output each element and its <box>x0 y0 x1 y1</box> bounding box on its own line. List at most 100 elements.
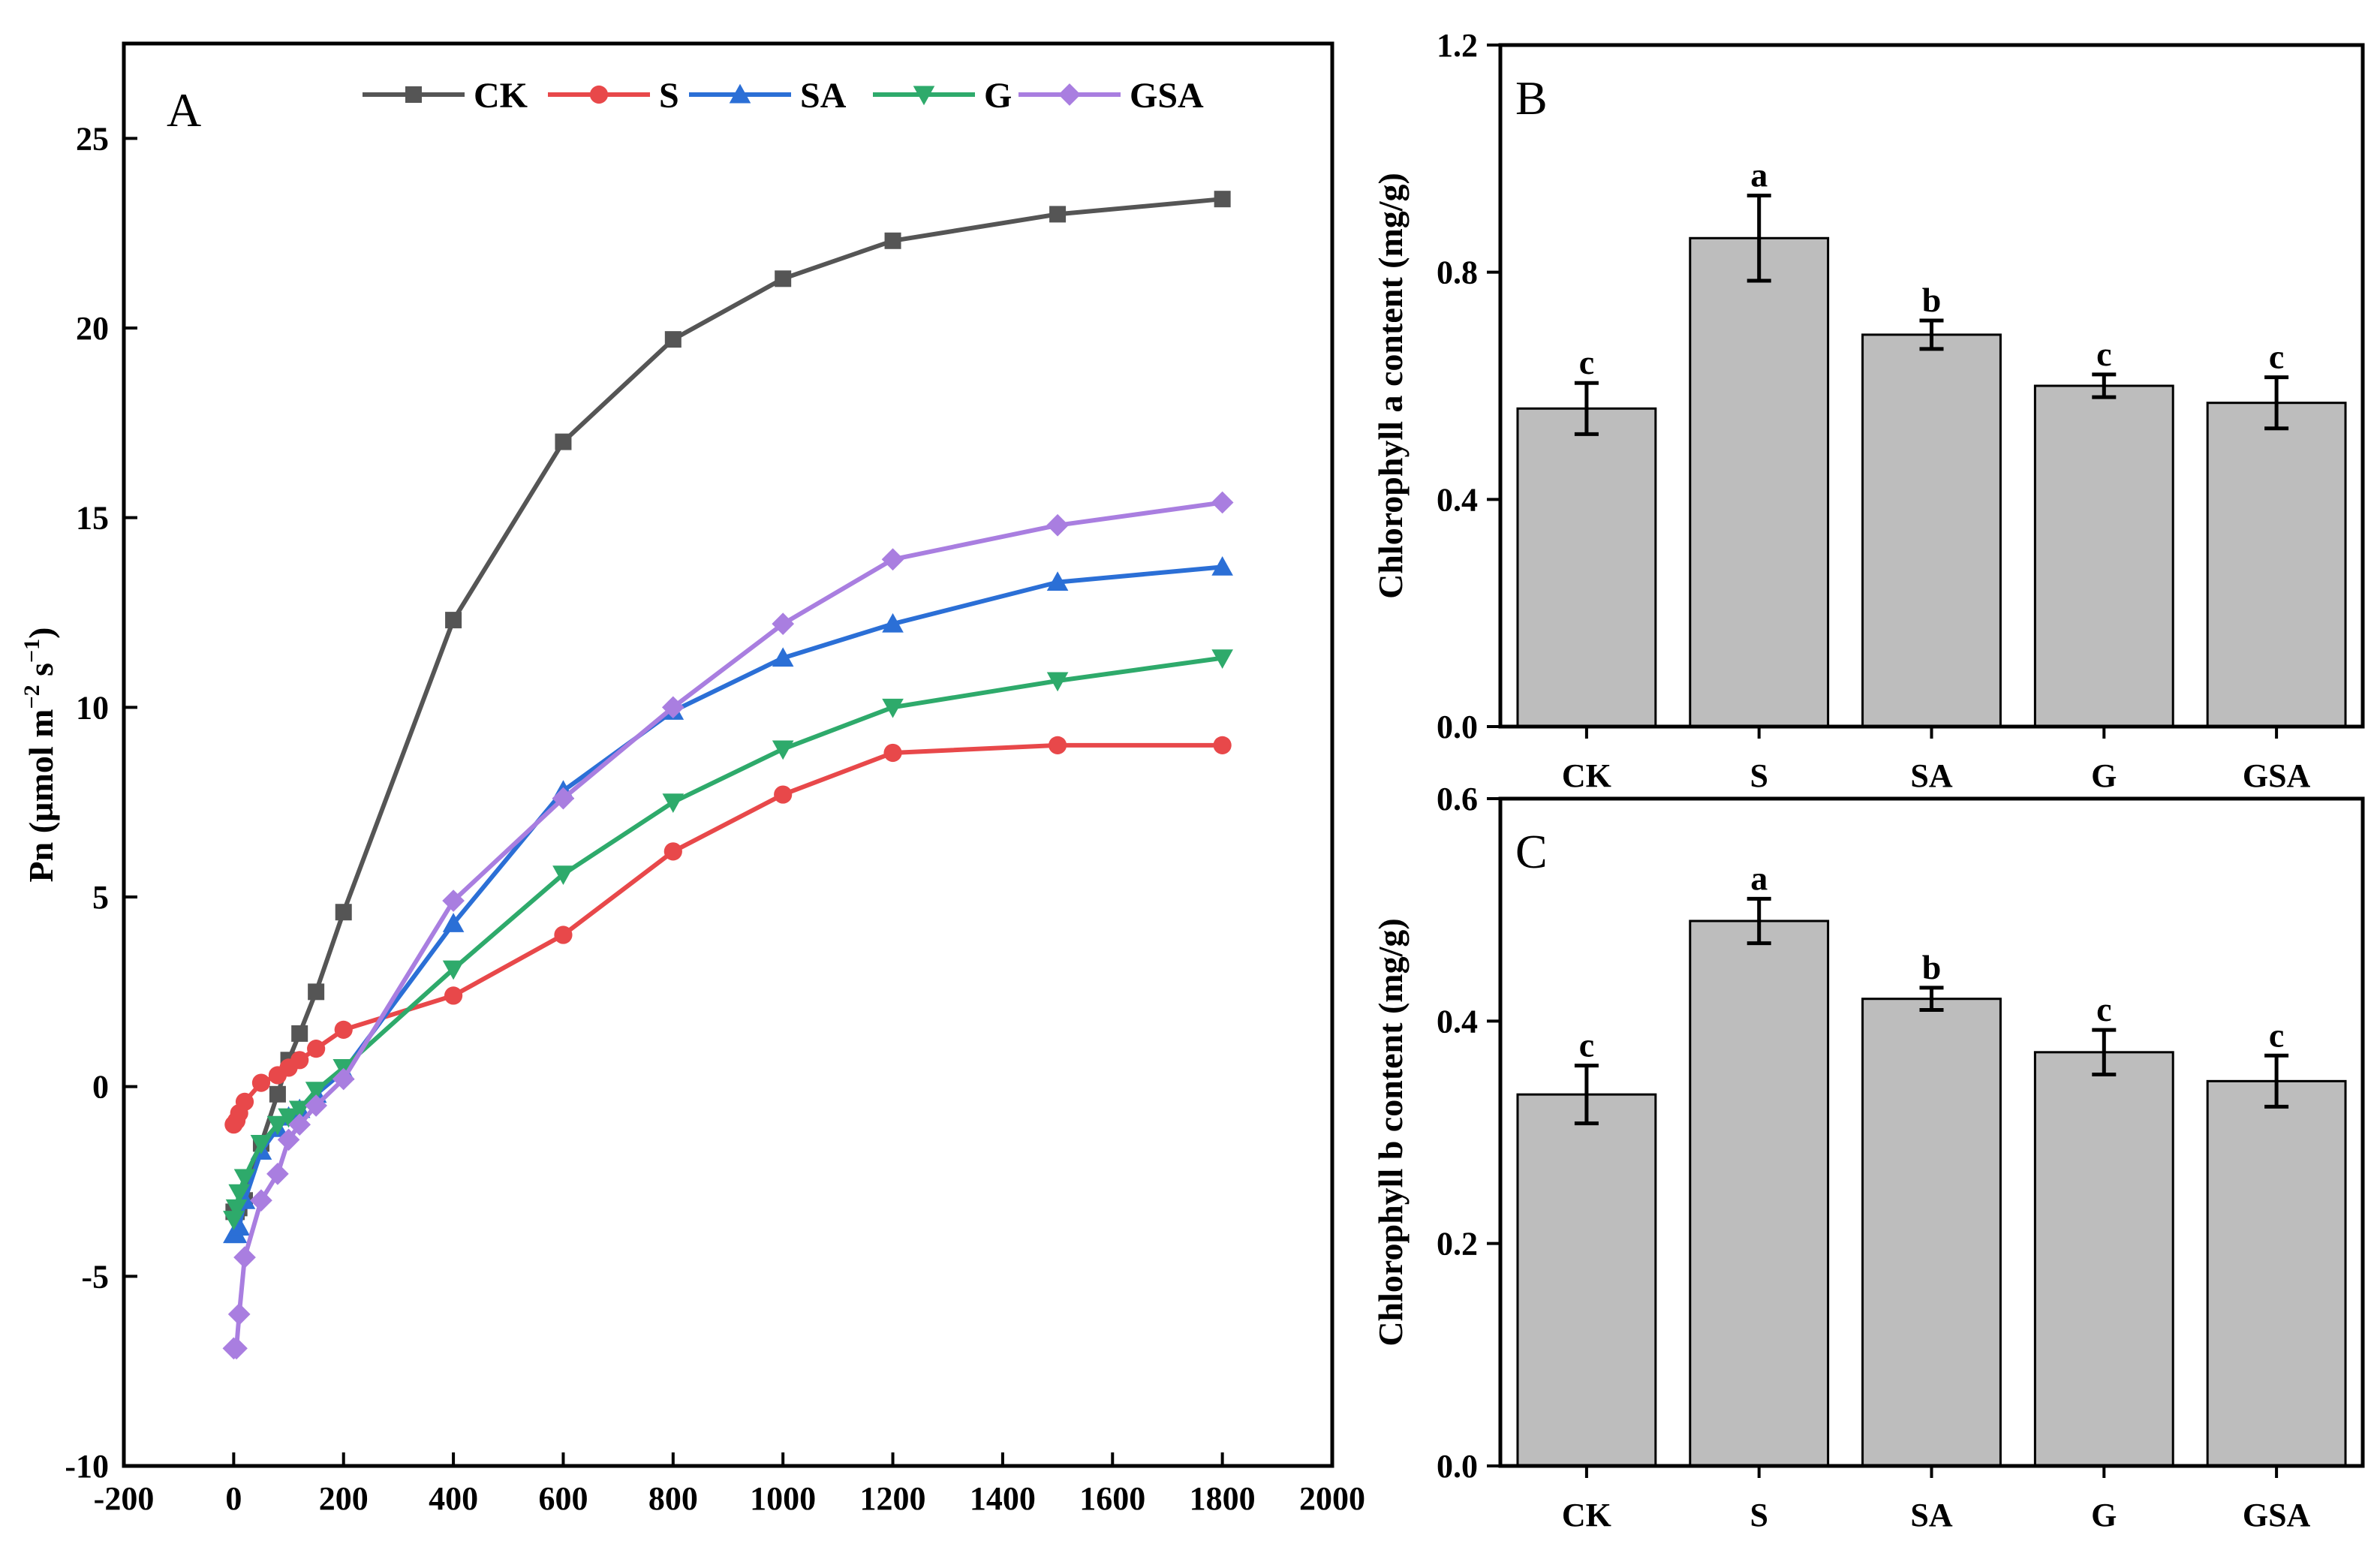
x-tick-label: S <box>1750 757 1768 794</box>
y-tick-label: -10 <box>65 1448 109 1485</box>
data-point-g <box>442 960 465 980</box>
y-tick-label: 0.4 <box>1437 1003 1478 1040</box>
data-point-gsa <box>225 1337 248 1360</box>
legend-marker-s <box>589 85 609 104</box>
x-tick-label: SA <box>1910 1497 1952 1533</box>
significance-label: c <box>2096 990 2111 1028</box>
data-point-g <box>223 1211 245 1230</box>
legend-label-gsa: GSA <box>1130 76 1204 116</box>
bar-s <box>1689 236 1830 728</box>
data-point-g <box>288 1100 311 1121</box>
x-tick-label: GSA <box>2243 1497 2311 1533</box>
legend-label-ck: CK <box>474 76 528 116</box>
data-point-g <box>552 865 574 885</box>
panel-b-y-axis-title: Chlorophyll a content (mg/g) <box>1371 173 1410 599</box>
x-tick-label: S <box>1750 1497 1768 1533</box>
legend-marker-ck <box>405 86 422 103</box>
x-tick-label: 1800 <box>1190 1480 1256 1517</box>
panel-b-ticks: 0.0 0.4 0.8 1.2 CK S SA G GSA <box>1437 27 2311 794</box>
x-tick-label: 2000 <box>1299 1480 1365 1517</box>
data-point-ck <box>335 904 352 921</box>
y-tick-label: 5 <box>92 879 109 916</box>
data-point-g <box>662 793 685 813</box>
y-tick-label: 0 <box>92 1069 109 1106</box>
data-point-gsa <box>881 548 904 571</box>
significance-label: b <box>1922 948 1942 986</box>
data-point-s <box>554 925 573 944</box>
data-point-ck <box>269 1085 286 1103</box>
data-point-g <box>233 1169 256 1189</box>
data-point-s <box>1048 736 1067 754</box>
panel-a-ticks: -200 0 200 400 600 800 1000 1200 1400 1600 1800 200… <box>65 120 1365 1517</box>
data-point-sa <box>772 647 794 667</box>
data-point-g <box>305 1082 327 1102</box>
data-point-gsa <box>305 1094 327 1117</box>
data-point-g <box>882 698 904 718</box>
y-tick-label: 0.0 <box>1437 1448 1478 1485</box>
data-point-s <box>444 986 463 1005</box>
data-point-gsa <box>227 1303 251 1326</box>
data-point-gsa <box>288 1113 311 1136</box>
data-point-sa <box>442 913 465 932</box>
x-tick-label: 800 <box>648 1480 698 1517</box>
data-point-s <box>883 743 902 763</box>
y-tick-label: 0.4 <box>1437 481 1478 518</box>
panel-a-frame <box>122 41 1334 1468</box>
data-point-ck <box>664 331 682 348</box>
x-tick-label: 400 <box>429 1480 478 1517</box>
x-tick-label: G <box>2091 1497 2117 1533</box>
data-point-gsa <box>250 1189 272 1212</box>
data-point-gsa <box>442 889 465 912</box>
data-point-gsa <box>661 696 685 719</box>
y-tick-label: 10 <box>76 689 109 726</box>
data-point-gsa <box>266 1163 289 1185</box>
significance-label: c <box>1579 1026 1594 1064</box>
y-tick-label: -5 <box>81 1258 109 1295</box>
y-tick-label: 15 <box>76 500 109 537</box>
panel-a-y-axis-title: Pn (µmol m−2 s−1) <box>20 628 60 883</box>
x-tick-label: 1200 <box>860 1480 926 1517</box>
bar-g <box>2033 384 2174 728</box>
data-point-ck <box>1049 206 1067 223</box>
data-point-gsa <box>772 612 795 636</box>
data-point-s <box>774 785 793 804</box>
panel-b-label: B <box>1515 71 1548 125</box>
panel-a-legend: CK S SA G GSA <box>363 76 1204 116</box>
significance-label: a <box>1750 156 1768 194</box>
significance-label: b <box>1922 281 1942 319</box>
panel-c-ticks: 0.0 0.2 0.4 0.6 CK S SA G GSA <box>1437 781 2311 1533</box>
significance-label: c <box>2269 338 2284 376</box>
data-point-g <box>266 1115 289 1136</box>
x-tick-label: 600 <box>538 1480 588 1517</box>
bar-s <box>1689 919 1830 1467</box>
x-tick-label: 1600 <box>1079 1480 1145 1517</box>
data-point-gsa <box>277 1128 300 1151</box>
y-tick-label: 20 <box>76 310 109 347</box>
data-point-g <box>1211 649 1233 669</box>
significance-label: c <box>2096 335 2111 373</box>
data-point-g <box>228 1184 250 1204</box>
bar-ck <box>1516 407 1657 728</box>
panel-c-label: C <box>1515 825 1548 878</box>
panel-a-label: A <box>167 83 201 137</box>
bar-gsa <box>2206 1079 2347 1467</box>
data-point-g <box>1046 672 1069 692</box>
x-tick-label: G <box>2091 757 2117 794</box>
data-point-sa <box>1046 571 1069 591</box>
data-point-ck <box>884 232 901 249</box>
x-tick-label: 1400 <box>970 1480 1036 1517</box>
x-tick-label: CK <box>1562 1497 1611 1533</box>
x-tick-label: SA <box>1910 757 1952 794</box>
legend-marker-gsa <box>1058 83 1081 106</box>
significance-label: a <box>1750 859 1768 897</box>
data-point-s <box>663 842 682 861</box>
panel-b-bar-chart: 0.0 0.4 0.8 1.2 CK S SA G GSA c a b c c B Chlorophyl… <box>1371 27 2365 794</box>
data-point-s <box>251 1073 271 1092</box>
data-point-ck <box>555 433 572 450</box>
data-point-s <box>1213 736 1232 754</box>
data-point-s <box>290 1051 309 1070</box>
panel-c-bar-chart: 0.0 0.2 0.4 0.6 CK S SA G GSA c a b c c C Chlorophyl… <box>1371 781 2365 1533</box>
legend-label-g: G <box>984 76 1012 116</box>
data-point-g <box>772 740 794 760</box>
